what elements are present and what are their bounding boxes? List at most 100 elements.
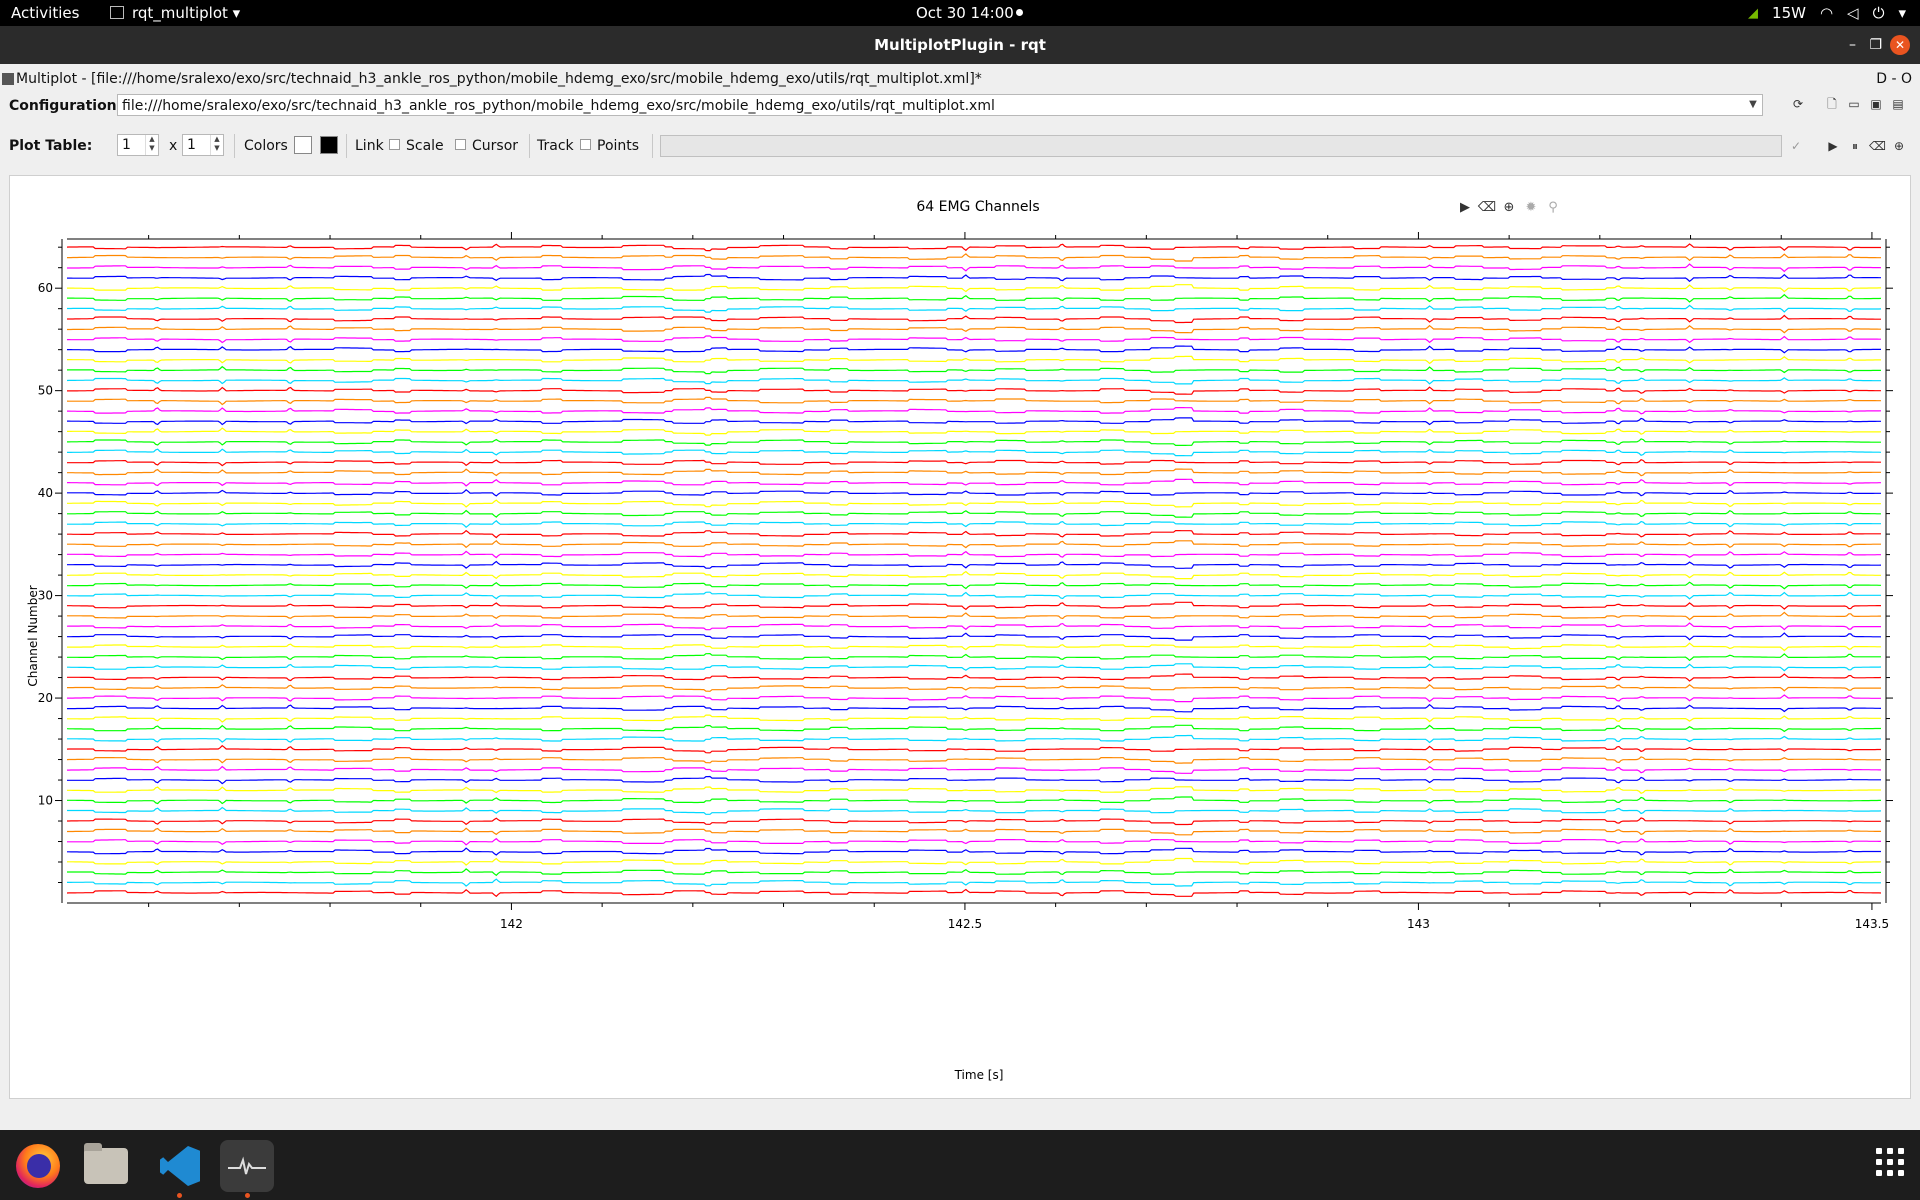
reload-icon[interactable]: ⟳	[1792, 97, 1804, 111]
open-icon[interactable]: ▭	[1848, 97, 1860, 111]
y-tick-label: 10	[38, 794, 53, 808]
export-icon[interactable]: ⊕	[1893, 139, 1905, 153]
axes-layer: 142 142.5 143 143.5 10 20 30 40 50 60	[38, 232, 1893, 931]
minimize-button[interactable]: –	[1849, 37, 1856, 53]
channel-line-12	[67, 775, 1881, 785]
channel-line-39	[67, 499, 1881, 508]
channel-line-50	[67, 386, 1881, 395]
channel-line-53	[67, 355, 1881, 365]
rows-spinbox[interactable]: 1 ▲ ▼	[117, 134, 159, 156]
x-tick-label: 143.5	[1855, 917, 1889, 931]
channel-line-4	[67, 857, 1882, 866]
save-as-icon[interactable]: ▤	[1892, 97, 1904, 111]
new-icon[interactable]: 🗋	[1827, 97, 1837, 111]
channel-line-26	[67, 632, 1881, 641]
configuration-label: Configuration:	[9, 98, 123, 114]
app-menu[interactable]: rqt_multiplot ▾	[110, 4, 240, 22]
notification-dot	[1016, 9, 1023, 16]
stepper-arrows[interactable]: ▲ ▼	[210, 135, 223, 155]
stepper-arrows[interactable]: ▲ ▼	[145, 135, 158, 155]
plot-panel[interactable]: 64 EMG Channels ▶ ⌫ ⊕ ✹ ⚲ 142 142.5 143 143.5 10…	[9, 175, 1911, 1099]
plot-table-label: Plot Table:	[9, 138, 93, 154]
app-menu-label: rqt_multiplot ▾	[132, 4, 241, 22]
play-icon[interactable]: ▶	[1828, 139, 1838, 153]
clock[interactable]: Oct 30 14:00	[916, 4, 1014, 22]
link-label: Link	[355, 138, 384, 154]
vscode-icon[interactable]	[152, 1140, 206, 1198]
channel-line-23	[67, 663, 1882, 672]
volume-icon: ◁	[1847, 4, 1859, 22]
channel-line-48	[67, 407, 1882, 415]
x-tick-label: 142	[500, 917, 523, 931]
channel-line-13	[67, 765, 1881, 774]
y-tick-label: 40	[38, 486, 53, 500]
channel-line-34	[67, 550, 1881, 559]
y-tick-label: 50	[38, 384, 53, 398]
y-axis-title: Channel Number	[26, 585, 40, 686]
channel-line-54	[67, 345, 1881, 354]
checkmark-icon[interactable]: ✓	[1790, 139, 1802, 153]
channel-line-55	[67, 335, 1881, 344]
settings-icon[interactable]: ✹	[1526, 200, 1537, 215]
play-icon[interactable]: ▶	[1460, 200, 1470, 215]
track-label: Track	[537, 138, 574, 154]
channel-line-19	[67, 703, 1882, 713]
plugin-controls[interactable]: D - O	[1876, 71, 1912, 87]
channel-line-41	[67, 478, 1881, 487]
channel-line-17	[66, 724, 1881, 733]
activities-button[interactable]: Activities	[11, 4, 80, 22]
channel-line-3	[67, 868, 1881, 877]
background-color-swatch[interactable]	[294, 136, 312, 154]
files-icon[interactable]	[80, 1140, 134, 1192]
channel-line-10	[67, 796, 1881, 805]
nvidia-icon: ◢	[1748, 5, 1759, 21]
times-label: x	[169, 138, 178, 154]
window-titlebar: MultiplotPlugin - rqt – ❐ ✕	[0, 26, 1920, 64]
points-checkbox[interactable]	[580, 139, 591, 150]
chevron-down-icon: ▾	[1898, 4, 1906, 22]
channel-line-31	[67, 581, 1881, 590]
configuration-combobox[interactable]: file:///home/sralexo/exo/src/technaid_h3…	[117, 94, 1763, 116]
app-grid-icon[interactable]	[1876, 1148, 1904, 1176]
channel-line-63	[67, 253, 1881, 262]
channel-line-40	[67, 489, 1881, 497]
series-layer	[66, 243, 1882, 898]
clear-icon[interactable]: ⌫	[1869, 139, 1886, 153]
scale-checkbox[interactable]	[389, 139, 400, 150]
channel-line-1	[66, 888, 1882, 898]
channel-line-22	[67, 673, 1882, 682]
export-icon[interactable]: ⊕	[1504, 200, 1515, 215]
plot-table-field[interactable]	[660, 135, 1782, 157]
system-tray[interactable]: ◢ 15W ◠ ◁ ⏻ ▾	[1748, 4, 1906, 22]
channel-line-46	[67, 427, 1882, 436]
cols-spinbox[interactable]: 1 ▲ ▼	[182, 134, 224, 156]
config-toolbar: 🗋 ▭ ▣ ▤	[1824, 96, 1906, 112]
channel-line-35	[67, 539, 1881, 549]
channel-line-38	[67, 509, 1881, 518]
clear-icon[interactable]: ⌫	[1477, 200, 1496, 215]
channel-line-60	[67, 284, 1881, 293]
channel-line-57	[67, 314, 1881, 324]
chevron-down-icon[interactable]: ▼	[1749, 99, 1757, 110]
chart-title: 64 EMG Channels	[916, 199, 1039, 215]
channel-line-36	[67, 529, 1881, 539]
cursor-label: Cursor	[472, 138, 519, 154]
emg-chart[interactable]: 64 EMG Channels ▶ ⌫ ⊕ ✹ ⚲ 142 142.5 143 143.5 10…	[10, 176, 1910, 1098]
foreground-color-swatch[interactable]	[320, 136, 338, 154]
save-icon[interactable]: ▣	[1870, 97, 1882, 111]
channel-line-37	[67, 520, 1881, 528]
scale-label: Scale	[406, 138, 444, 154]
zoom-icon[interactable]: ⚲	[1548, 200, 1558, 215]
pause-icon[interactable]: ⏸	[1851, 139, 1858, 153]
maximize-button[interactable]: ❐	[1869, 37, 1882, 53]
channel-line-43	[67, 459, 1881, 467]
configuration-row: Configuration: file:///home/sralexo/exo/…	[0, 92, 1920, 120]
rqt-plot-icon[interactable]	[220, 1140, 274, 1198]
cursor-checkbox[interactable]	[455, 139, 466, 150]
channel-line-30	[66, 591, 1881, 600]
channel-line-56	[67, 324, 1881, 334]
firefox-icon[interactable]	[10, 1140, 64, 1192]
channel-line-24	[67, 652, 1881, 662]
points-label: Points	[597, 138, 640, 154]
close-button[interactable]: ✕	[1890, 35, 1910, 55]
